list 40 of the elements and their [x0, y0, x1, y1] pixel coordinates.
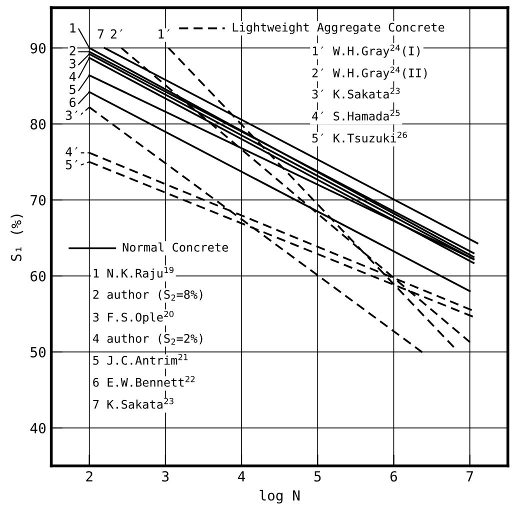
legend-label: 5′ — [66, 160, 78, 170]
legend-label: 4 — [69, 72, 76, 82]
y-axis-title: S₁ (%) — [10, 214, 24, 261]
annotation: Lightweight Aggregate Concrete — [232, 22, 444, 34]
legend-label: 5 — [70, 84, 76, 94]
legend-label: 1′ — [158, 29, 170, 39]
series-label: 7 — [98, 29, 104, 39]
annotation: 3 F.S.Ople$^{20}$ — [93, 310, 174, 324]
x-tick-label: 3 — [162, 471, 169, 482]
series-label: 3′ — [66, 110, 78, 120]
annotation: 4 author (S$_{2}$=2%) — [92, 334, 202, 345]
annotation: 3′ K.Sakata$^{23}$ — [312, 88, 400, 99]
series-label: 6 — [70, 98, 76, 108]
x-tick-label: 2 — [86, 471, 92, 482]
annotation: 2′ W.H.Gray$^{24}$(II) — [312, 66, 427, 80]
annotation: 7 K.Sakata$^{23}$ — [93, 398, 174, 409]
annotation: 1′ W.H.Gray$^{24}$(I) — [312, 44, 420, 58]
y-tick-label: 70 — [30, 194, 46, 206]
legend-label: 4′ — [66, 147, 78, 156]
y-tick-label: 90 — [30, 42, 46, 54]
annotation: Normal Concrete — [122, 242, 228, 252]
annotation: 4′ S.Hamada$^{25}$ — [312, 110, 400, 121]
x-tick-label: 5 — [314, 471, 321, 482]
annotation: 6 E.W.Bennett$^{22}$ — [93, 376, 195, 387]
series-label: 1 — [70, 23, 76, 32]
x-tick-label: 6 — [390, 471, 398, 482]
x-tick-label: 7 — [466, 471, 473, 482]
annotation: 2 author (S$_{2}$=8%) — [93, 290, 202, 301]
y-tick-label: 80 — [30, 118, 46, 130]
y-tick-label: 50 — [30, 346, 46, 358]
y-tick-label: 40 — [30, 422, 46, 434]
annotation: 1 N.K.Raju$^{19}$ — [94, 266, 174, 280]
annotation: 5 J.C.Antrim$^{21}$ — [93, 354, 188, 365]
series-label: 2′ — [110, 29, 122, 39]
annotation: 5′ K.Tsuzuki$^{26}$ — [312, 132, 407, 143]
y-tick-label: 60 — [30, 270, 46, 282]
legend-label: 3 — [70, 58, 76, 68]
x-tick-label: 4 — [238, 471, 246, 482]
x-axis-title: log N — [260, 490, 300, 504]
legend-label: 2 — [70, 46, 76, 56]
